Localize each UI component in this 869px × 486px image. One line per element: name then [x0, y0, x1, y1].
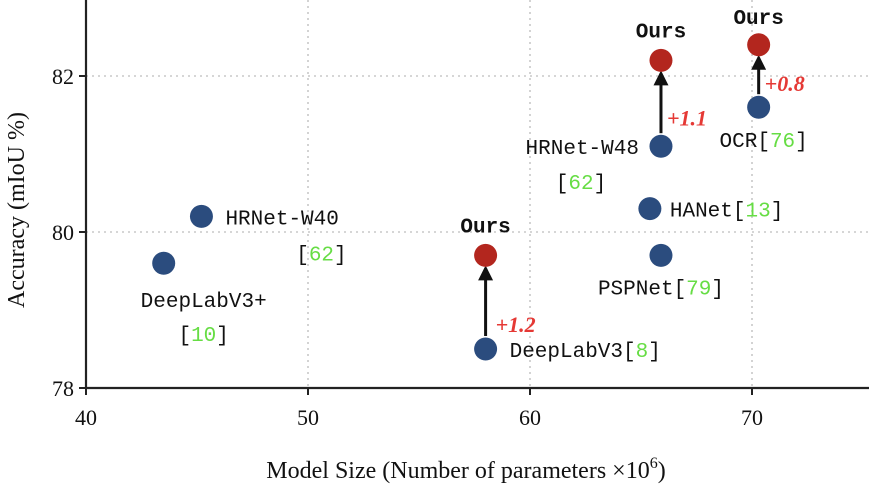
x-tick-label-70: 70: [741, 405, 763, 430]
point-cite-0: [62]: [296, 244, 346, 267]
point-label-4: HANet[13]: [670, 201, 783, 224]
y-tick-label-78: 78: [52, 376, 74, 401]
point-labels: +1.2 +1.1 +0.8 HRNet-W40 [62] DeepLabV3+ [10] D…: [141, 8, 808, 364]
baseline-point-6: [747, 95, 771, 119]
gain-label-1: +1.1: [667, 105, 707, 130]
baseline-point-1: [152, 251, 176, 275]
x-tick-label-50: 50: [297, 405, 319, 430]
axes: 40 50 60 70 78 80 82: [52, 0, 869, 430]
baseline-point-0: [189, 204, 213, 228]
point-label-0: HRNet-W40: [225, 208, 338, 231]
point-cite-3: [62]: [556, 173, 606, 196]
y-axis-label: Accuracy (mIoU %): [4, 112, 30, 308]
ours-point-9: [747, 33, 771, 57]
point-label-3: HRNet-W48: [526, 138, 639, 161]
data-points: [152, 33, 771, 361]
point-label-1: DeepLabV3+: [141, 291, 267, 314]
x-tick-label-60: 60: [519, 405, 541, 430]
improvement-arrows: [478, 54, 767, 336]
y-tick-label-82: 82: [52, 64, 74, 89]
ours-point-8: [649, 48, 673, 72]
ours-label-9: Ours: [733, 8, 783, 31]
point-label-2: DeepLabV3[8]: [510, 341, 661, 364]
gain-label-0: +1.2: [496, 312, 536, 337]
grid: [86, 0, 869, 388]
point-label-5: PSPNet[79]: [598, 278, 724, 301]
y-tick-label-80: 80: [52, 220, 74, 245]
x-tick-label-40: 40: [75, 405, 97, 430]
gain-label-2: +0.8: [765, 71, 805, 96]
baseline-point-5: [649, 243, 673, 267]
baseline-point-3: [649, 134, 673, 158]
baseline-point-4: [638, 197, 662, 221]
point-cite-1: [10]: [178, 325, 228, 348]
x-axis-label: Model Size (Number of parameters ×106): [266, 455, 665, 484]
point-label-6: OCR[76]: [720, 131, 808, 154]
ours-label-7: Ours: [460, 216, 510, 239]
ours-label-8: Ours: [636, 21, 686, 44]
ours-point-7: [474, 243, 498, 267]
baseline-point-2: [474, 337, 498, 361]
